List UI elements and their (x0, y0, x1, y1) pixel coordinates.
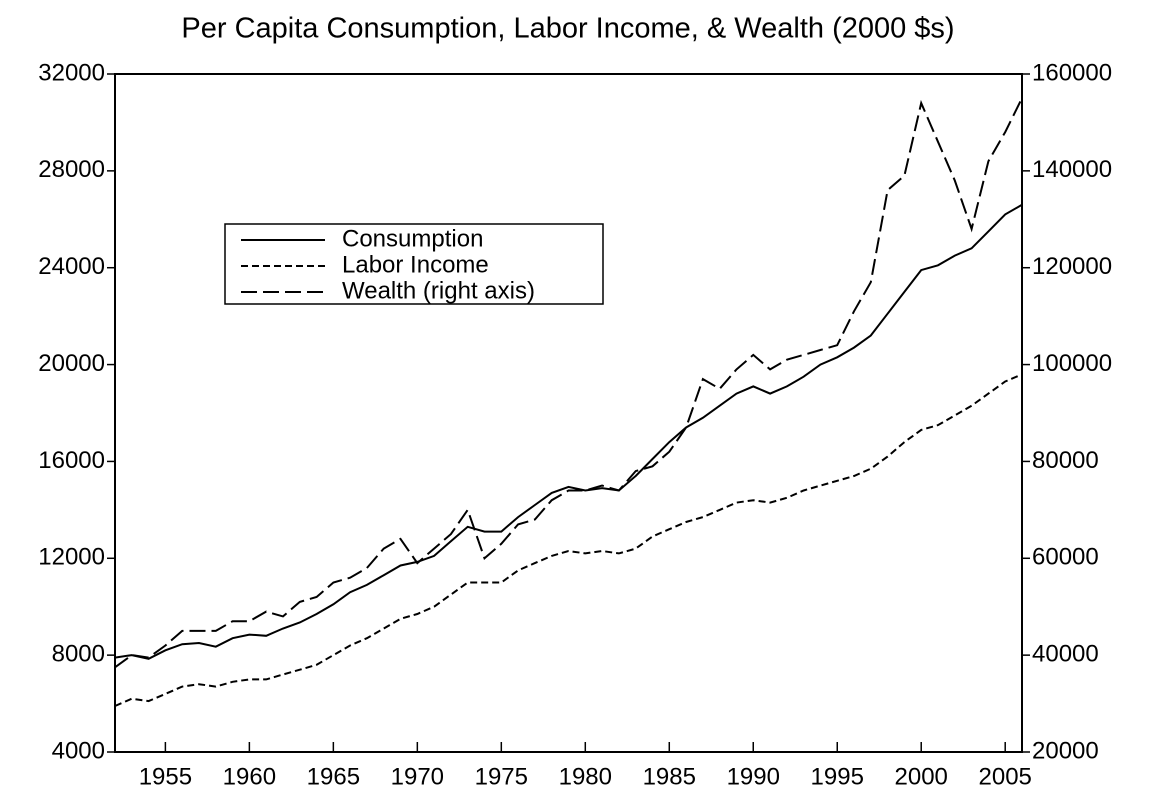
y2-tick-label: 120000 (1032, 253, 1112, 280)
y2-tick-label: 140000 (1032, 156, 1112, 183)
y-tick-label: 12000 (38, 544, 105, 571)
y-tick-label: 4000 (52, 737, 105, 764)
y2-tick-label: 100000 (1032, 350, 1112, 377)
y-tick-label: 28000 (38, 156, 105, 183)
y2-tick-label: 60000 (1032, 544, 1099, 571)
series-line (114, 203, 1023, 660)
legend-label: Wealth (right axis) (342, 277, 535, 304)
x-tick-label: 1955 (139, 763, 192, 790)
series-line (114, 373, 1023, 707)
y-tick-label: 8000 (52, 640, 105, 667)
x-tick-label: 1965 (307, 763, 360, 790)
x-tick-label: 1980 (559, 763, 612, 790)
x-tick-label: 1985 (643, 763, 696, 790)
legend-label: Labor Income (342, 251, 489, 278)
y-tick-label: 20000 (38, 350, 105, 377)
x-tick-label: 1975 (475, 763, 528, 790)
x-tick-label: 1960 (223, 763, 276, 790)
x-tick-label: 1970 (391, 763, 444, 790)
y2-tick-label: 20000 (1032, 737, 1099, 764)
y-tick-label: 32000 (38, 59, 105, 86)
legend-label: Consumption (342, 225, 483, 252)
plot-frame (114, 73, 1023, 753)
y2-tick-label: 40000 (1032, 640, 1099, 667)
x-tick-label: 1990 (727, 763, 780, 790)
y-tick-label: 16000 (38, 447, 105, 474)
y-tick-label: 24000 (38, 253, 105, 280)
x-tick-label: 2005 (979, 763, 1032, 790)
series-line (114, 97, 1023, 669)
y2-tick-label: 80000 (1032, 447, 1099, 474)
chart-title: Per Capita Consumption, Labor Income, & … (181, 13, 954, 45)
x-tick-label: 2000 (895, 763, 948, 790)
x-tick-label: 1995 (811, 763, 864, 790)
y2-tick-label: 160000 (1032, 59, 1112, 86)
legend-box (224, 223, 604, 305)
